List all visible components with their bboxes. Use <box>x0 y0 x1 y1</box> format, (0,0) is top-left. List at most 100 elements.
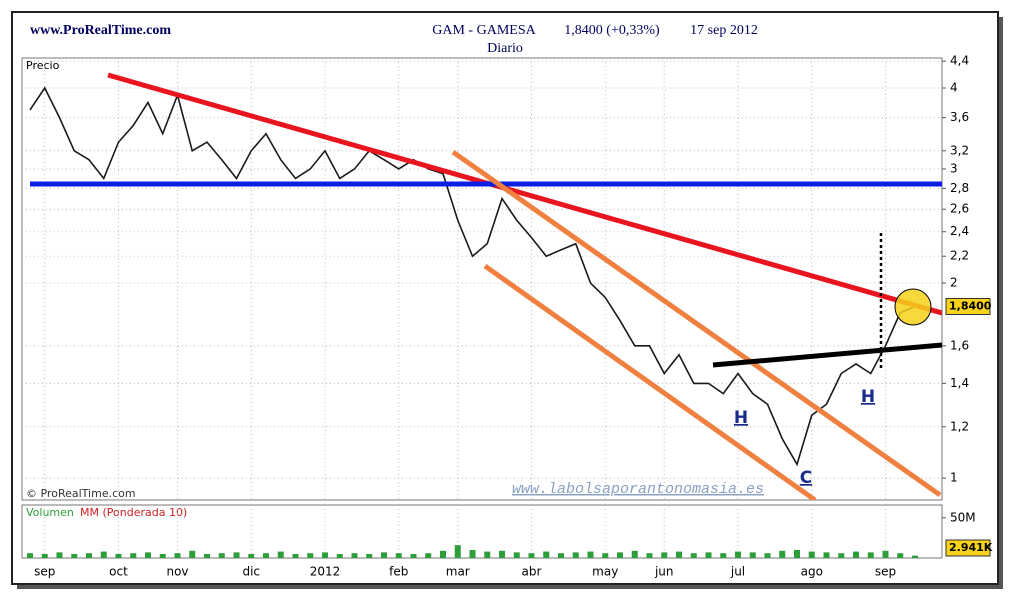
volume-bar <box>720 553 727 558</box>
volume-pane <box>21 504 943 559</box>
volume-bar <box>322 552 328 558</box>
annotation: H <box>734 408 748 428</box>
x-tick-label: oct <box>109 565 128 579</box>
y-tick-label: 3,2 <box>950 143 969 157</box>
y-tick-label: 2,2 <box>950 249 969 263</box>
volume-bar <box>115 553 122 558</box>
x-tick-label: sep <box>34 565 55 579</box>
volume-bar <box>410 553 417 558</box>
y-tick-label: 3,6 <box>950 110 969 124</box>
volume-bar <box>587 551 594 558</box>
volume-bar <box>882 550 889 558</box>
x-tick-label: mar <box>446 565 470 579</box>
volume-bar <box>779 550 786 558</box>
last-value-label: 2.941K <box>949 541 993 554</box>
volume-bar <box>794 549 800 558</box>
volume-bar <box>204 553 210 558</box>
volume-bar <box>631 550 638 558</box>
volume-bar <box>189 550 196 558</box>
last-value-box <box>945 539 991 557</box>
volume-bar <box>867 552 874 558</box>
volume-bar <box>499 550 505 558</box>
date: 17 sep 2012 <box>690 23 758 38</box>
volume-bar <box>543 551 550 558</box>
y-tick-label: 2 <box>950 276 958 290</box>
quote: 1,8400 (+0,33%) <box>564 23 660 38</box>
x-tick-label: 2012 <box>310 565 341 579</box>
volume-bar <box>454 545 461 558</box>
annotation: C <box>800 468 812 488</box>
volume-bar <box>853 551 859 558</box>
volume-label: Volumen <box>26 506 74 519</box>
volume-bar <box>351 553 358 558</box>
volume-bar <box>277 551 284 558</box>
volume-bar <box>528 553 535 558</box>
plot-layer <box>22 58 942 500</box>
volume-bar <box>513 552 520 558</box>
volume-bar <box>159 553 166 558</box>
volume-bar <box>646 553 653 558</box>
volume-bar <box>735 551 741 558</box>
volume-bar <box>823 552 830 558</box>
y-tick-label: 1 <box>950 471 958 485</box>
volume-bar <box>617 552 623 558</box>
volume-bar <box>572 552 579 558</box>
volume-bar <box>558 553 564 558</box>
x-tick-label: ago <box>801 565 823 579</box>
x-tick-label: nov <box>166 565 188 579</box>
ma-label: MM (Ponderada 10) <box>80 506 187 519</box>
volume-bar <box>86 553 92 558</box>
y-tick-label: 1,4 <box>950 376 969 390</box>
volume-bar <box>676 551 682 558</box>
volume-bar <box>690 553 697 558</box>
volume-bar <box>56 552 63 558</box>
volume-bar <box>248 553 255 558</box>
y-tick-label: 4,4 <box>950 54 969 68</box>
volume-bar <box>912 555 918 558</box>
annotation: H <box>861 387 875 407</box>
price-pane <box>21 57 943 501</box>
volume-bar <box>749 552 756 558</box>
volume-bar <box>469 549 476 558</box>
neckline <box>712 342 942 368</box>
watermark: www.labolsaporantonomasia.es <box>512 481 764 498</box>
site: www.ProRealTime.com <box>30 23 171 38</box>
last-value-box <box>945 297 991 315</box>
trend-line <box>107 72 942 316</box>
volume-bar <box>484 551 491 558</box>
y-tick-label: 50M <box>950 510 976 524</box>
volume-bar <box>366 553 373 558</box>
x-tick-label: may <box>592 565 618 579</box>
volume-bar <box>440 550 446 558</box>
volume-bar <box>381 552 387 558</box>
highlight-circle <box>894 288 932 326</box>
x-tick-label: sep <box>875 565 896 579</box>
volume-bar <box>897 553 904 558</box>
volume-bar <box>218 553 225 558</box>
y-tick-label: 2,8 <box>950 181 969 195</box>
x-tick-label: feb <box>389 565 408 579</box>
volume-bar <box>425 553 432 558</box>
volume-bar <box>100 551 107 558</box>
volume-bar <box>705 552 712 558</box>
y-label: Precio <box>26 59 60 72</box>
period: Diario <box>487 41 523 56</box>
volume-bar <box>263 553 269 558</box>
title: GAM - GAMESA <box>432 23 536 38</box>
x-tick-label: jul <box>730 565 745 579</box>
volume-bar <box>174 553 181 558</box>
volume-bar <box>661 552 668 558</box>
y-tick-label: 1,2 <box>950 419 969 433</box>
volume-bar <box>130 553 137 558</box>
volume-bar <box>307 553 314 558</box>
volume-bar <box>27 553 33 558</box>
y-tick-label: 2,4 <box>950 224 969 238</box>
copyright: © ProRealTime.com <box>26 487 136 500</box>
drawings <box>30 72 942 500</box>
channel-line <box>451 149 942 498</box>
y-tick-label: 4 <box>950 80 958 94</box>
volume-bar <box>602 553 609 558</box>
x-tick-label: dic <box>242 565 260 579</box>
